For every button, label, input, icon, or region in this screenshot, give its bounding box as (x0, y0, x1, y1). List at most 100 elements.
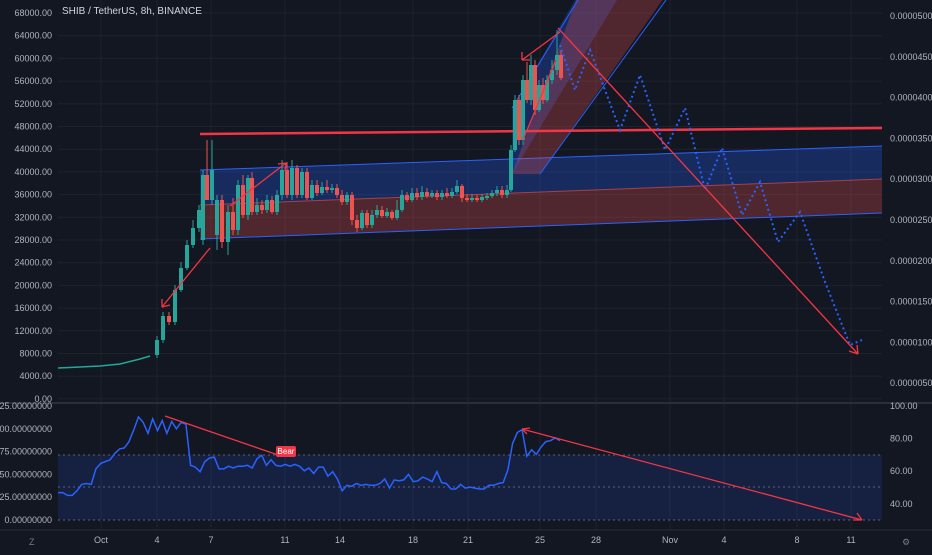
bear-badge-label: Bear (278, 447, 295, 456)
time-axis[interactable]: Oct 4 7 11 14 18 21 25 28 Nov 4 8 11 (94, 535, 856, 545)
candle-body (330, 188, 334, 190)
bear-badge[interactable] (276, 446, 296, 457)
osc-left-axis-label: 25.00000000 (0, 492, 52, 502)
time-axis-label: 11 (280, 535, 289, 545)
time-axis-label: 4 (721, 535, 726, 545)
candle-body (179, 268, 183, 290)
candle-body (513, 100, 517, 150)
candle-body (155, 340, 159, 355)
left-axis-label: 20000.00 (14, 280, 52, 290)
left-axis-label: 44000.00 (14, 144, 52, 154)
candle-body (460, 186, 464, 198)
candle-body (400, 195, 404, 210)
candle-body (533, 65, 537, 110)
candle-body (375, 210, 379, 215)
candle-body (480, 197, 484, 200)
candle-body (555, 55, 559, 70)
oscillator-right-axis[interactable]: 100.00 80.00 60.00 40.00 (890, 401, 918, 509)
osc-right-axis-label: 40.00 (890, 499, 913, 509)
channel-bottom-line (199, 212, 883, 240)
candle-body (435, 193, 439, 197)
corner-button-left[interactable]: Z (29, 537, 35, 547)
left-axis-label: 60000.00 (14, 53, 52, 63)
candle-body (455, 186, 459, 192)
candle-body (161, 316, 165, 340)
candle-body (295, 168, 299, 195)
candle-body (185, 245, 189, 268)
time-axis-label: 18 (408, 535, 418, 545)
settings-gear-icon[interactable]: ⚙ (902, 537, 910, 547)
candle-body (529, 65, 533, 100)
candle-body (241, 185, 245, 215)
channel-mid-line (199, 178, 883, 206)
candle-body (500, 190, 504, 195)
candle-body (495, 190, 499, 193)
candle-body (201, 175, 205, 240)
right-axis-label: 0.00000500 (890, 378, 932, 388)
candle-body (290, 168, 294, 195)
time-axis-label: Oct (94, 535, 109, 545)
candle-body (270, 200, 274, 212)
left-axis-label: 40000.00 (14, 167, 52, 177)
time-axis-label: 21 (463, 535, 473, 545)
arrow-top-bracket-head (521, 52, 530, 61)
osc-left-axis-label: 75.00000000 (0, 447, 52, 457)
candle-body (246, 178, 250, 215)
projection-path (559, 44, 863, 347)
left-axis-label: 4000.00 (19, 371, 52, 381)
oscillator-pane: Bear (58, 415, 882, 521)
time-axis-label: Nov (662, 535, 679, 545)
early-price-line (57, 355, 151, 369)
channel-upper-blue-fill (200, 146, 882, 205)
candle-body (220, 200, 224, 242)
candle-body (173, 290, 177, 322)
trend-arrows (161, 27, 859, 355)
candle-body (236, 185, 240, 230)
osc-divergence-left (164, 415, 279, 456)
osc-left-axis-label: 100.00000000 (0, 424, 52, 434)
left-axis-label: 24000.00 (14, 258, 52, 268)
candles (155, 30, 563, 358)
time-axis-label: 4 (154, 535, 159, 545)
left-axis-label: 32000.00 (14, 212, 52, 222)
candle-body (355, 220, 359, 228)
candle-body (280, 170, 284, 195)
candle-body (420, 192, 424, 197)
candle-body (450, 192, 454, 196)
candle-body (425, 192, 429, 196)
left-price-axis[interactable]: 68000.00 64000.00 60000.00 56000.00 52000.00… (14, 8, 52, 404)
arrow-up-left (161, 247, 211, 308)
resistance-line[interactable] (199, 126, 883, 136)
candle-body (255, 205, 259, 212)
candle-body (350, 195, 354, 220)
left-axis-label: 52000.00 (14, 99, 52, 109)
candle-body (405, 195, 409, 200)
candle-body (250, 178, 254, 212)
candle-body (275, 195, 279, 212)
arrow-up-left-head (161, 299, 171, 308)
candle-body (465, 198, 469, 200)
channel-top-line (199, 145, 883, 171)
osc-right-axis-label: 100.00 (890, 401, 918, 411)
grid-lines (0, 0, 932, 531)
candle-body (191, 228, 195, 245)
arrow-up-right-head (277, 162, 287, 172)
arrow-down-big-head (848, 344, 859, 355)
candle-body (285, 170, 289, 195)
left-axis-label: 12000.00 (14, 326, 52, 336)
left-axis-label: 36000.00 (14, 190, 52, 200)
osc-left-axis-label: 125.00000000 (0, 401, 52, 411)
oscillator-left-axis[interactable]: 125.00000000 100.00000000 75.00000000 50.00… (0, 401, 52, 525)
candle-body (260, 205, 264, 210)
candle-body (559, 55, 563, 78)
